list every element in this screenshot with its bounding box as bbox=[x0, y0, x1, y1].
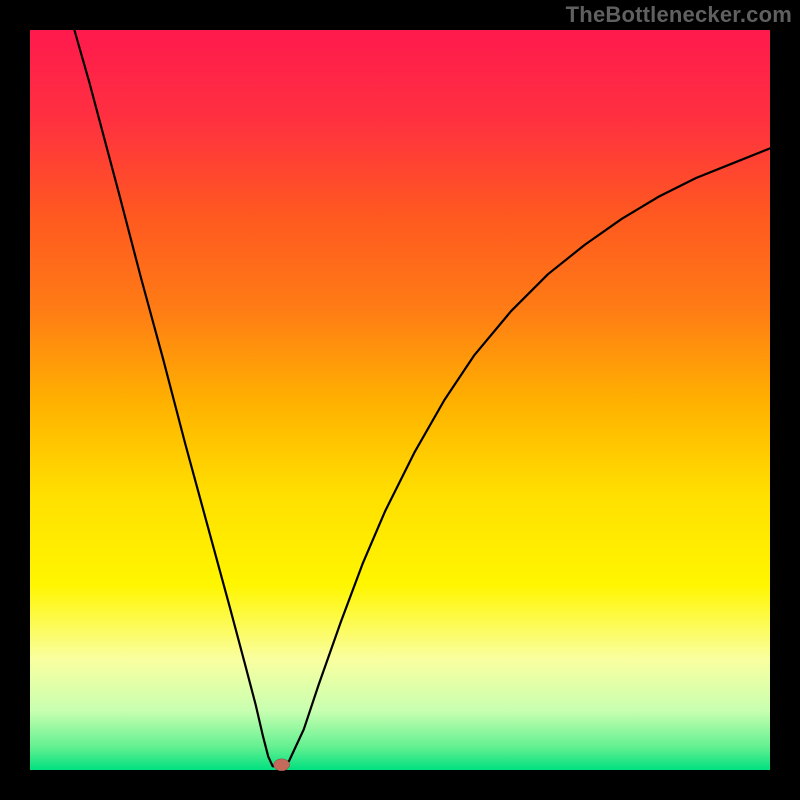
watermark-text: TheBottlenecker.com bbox=[566, 2, 792, 28]
plot-background bbox=[30, 30, 770, 770]
chart-canvas bbox=[0, 0, 800, 800]
chart-frame: TheBottlenecker.com bbox=[0, 0, 800, 800]
minimum-marker bbox=[274, 759, 290, 771]
